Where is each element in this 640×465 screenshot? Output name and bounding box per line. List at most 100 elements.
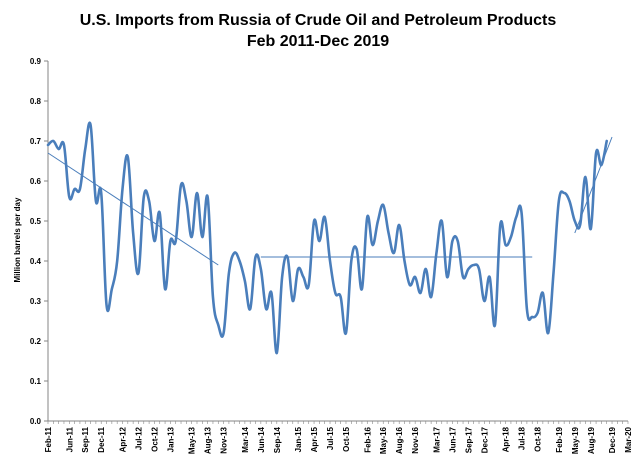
- data-point: [84, 148, 86, 150]
- data-point: [302, 276, 304, 278]
- x-tick-label: Dec-11: [97, 426, 106, 452]
- data-point: [249, 308, 251, 310]
- trend-line-1: [47, 152, 219, 266]
- data-point: [499, 224, 501, 226]
- data-point: [488, 276, 490, 278]
- data-point: [531, 316, 533, 318]
- data-point: [159, 212, 161, 214]
- data-point: [100, 192, 102, 194]
- x-tick-label: Jan-15: [294, 426, 303, 452]
- data-point: [270, 292, 272, 294]
- x-tick-label: Jul-12: [134, 426, 143, 450]
- x-tick-label: Oct-18: [534, 426, 543, 451]
- x-tick-label: Sep-14: [273, 426, 282, 453]
- data-point: [558, 200, 560, 202]
- x-tick-label: Sep-11: [81, 426, 90, 452]
- data-point: [169, 240, 171, 242]
- data-point: [238, 260, 240, 262]
- data-point: [462, 276, 464, 278]
- data-point: [185, 200, 187, 202]
- x-tick-label: Jan-13: [166, 426, 175, 452]
- data-point: [510, 236, 512, 238]
- series-line-1: [46, 121, 609, 355]
- data-point: [574, 220, 576, 222]
- data-point: [366, 216, 368, 218]
- data-point: [324, 216, 326, 218]
- y-tick-label: 0.0: [30, 417, 42, 426]
- y-tick-label: 0.5: [30, 217, 42, 226]
- data-point: [409, 284, 411, 286]
- data-point: [398, 224, 400, 226]
- data-point: [217, 324, 219, 326]
- data-point: [281, 276, 283, 278]
- data-point: [196, 192, 198, 194]
- data-point: [382, 204, 384, 206]
- x-tick-label: Aug-16: [395, 426, 404, 454]
- x-tick-label: Oct-12: [150, 426, 159, 451]
- data-point: [419, 292, 421, 294]
- data-point: [568, 200, 570, 202]
- x-tick-label: Mar-17: [432, 426, 441, 452]
- data-point: [547, 332, 549, 334]
- x-tick-label: Jun-17: [448, 426, 457, 452]
- y-tick-label: 0.8: [30, 97, 42, 106]
- data-point: [143, 196, 145, 198]
- data-point: [79, 188, 81, 190]
- data-point: [212, 296, 214, 298]
- data-point: [116, 260, 118, 262]
- x-tick-label: Aug-13: [204, 426, 213, 454]
- data-point: [95, 200, 97, 202]
- x-tick-labels: Feb-11 Jun-11 Sep-11 Dec-11 Apr-12 Jul-12 Oct-…: [44, 421, 633, 454]
- y-tick-label: 0.7: [30, 137, 42, 146]
- data-point: [313, 220, 315, 222]
- data-point: [515, 216, 517, 218]
- y-tick-label: 0.1: [30, 377, 42, 386]
- data-point: [308, 284, 310, 286]
- x-tick-label: Jul-18: [518, 426, 527, 450]
- data-point: [579, 224, 581, 226]
- x-tick-label: Feb-16: [363, 426, 372, 452]
- data-point: [292, 300, 294, 302]
- data-point: [361, 288, 363, 290]
- data-point: [590, 228, 592, 230]
- x-tick-label: Nov-13: [220, 426, 229, 453]
- y-tick-label: 0.3: [30, 297, 42, 306]
- data-point: [552, 272, 554, 274]
- x-tick-label: Feb-11: [44, 426, 53, 452]
- data-point: [526, 308, 528, 310]
- y-tick-labels: 0.0 0.1 0.2 0.3 0.4 0.5 0.6 0.7 0.8 0.9: [30, 57, 48, 426]
- y-tick-label: 0.2: [30, 337, 42, 346]
- data-point: [355, 248, 357, 250]
- data-point: [132, 232, 134, 234]
- data-point: [606, 140, 608, 142]
- data-point: [286, 256, 288, 258]
- x-tick-label: Nov-16: [411, 426, 420, 453]
- data-point: [387, 232, 389, 234]
- data-point: [371, 244, 373, 246]
- data-point: [457, 240, 459, 242]
- y-axis-label: Million barrels per day: [13, 197, 22, 282]
- data-point: [47, 144, 49, 146]
- data-point: [180, 184, 182, 186]
- data-point: [254, 256, 256, 258]
- axes: [47, 61, 628, 422]
- x-tick-label: Mar-14: [241, 426, 250, 452]
- data-point: [425, 268, 427, 270]
- data-point: [393, 252, 395, 254]
- data-point: [244, 280, 246, 282]
- y-tick-label: 0.9: [30, 57, 42, 66]
- data-point: [57, 148, 59, 150]
- data-point: [222, 332, 224, 334]
- data-point: [73, 188, 75, 190]
- data-point: [89, 124, 91, 126]
- data-point: [63, 144, 65, 146]
- data-point: [137, 272, 139, 274]
- y-tick-label: 0.6: [30, 177, 42, 186]
- data-point: [478, 268, 480, 270]
- data-point: [52, 140, 54, 142]
- x-tick-label: May-19: [571, 426, 580, 454]
- data-point: [483, 300, 485, 302]
- data-point: [520, 212, 522, 214]
